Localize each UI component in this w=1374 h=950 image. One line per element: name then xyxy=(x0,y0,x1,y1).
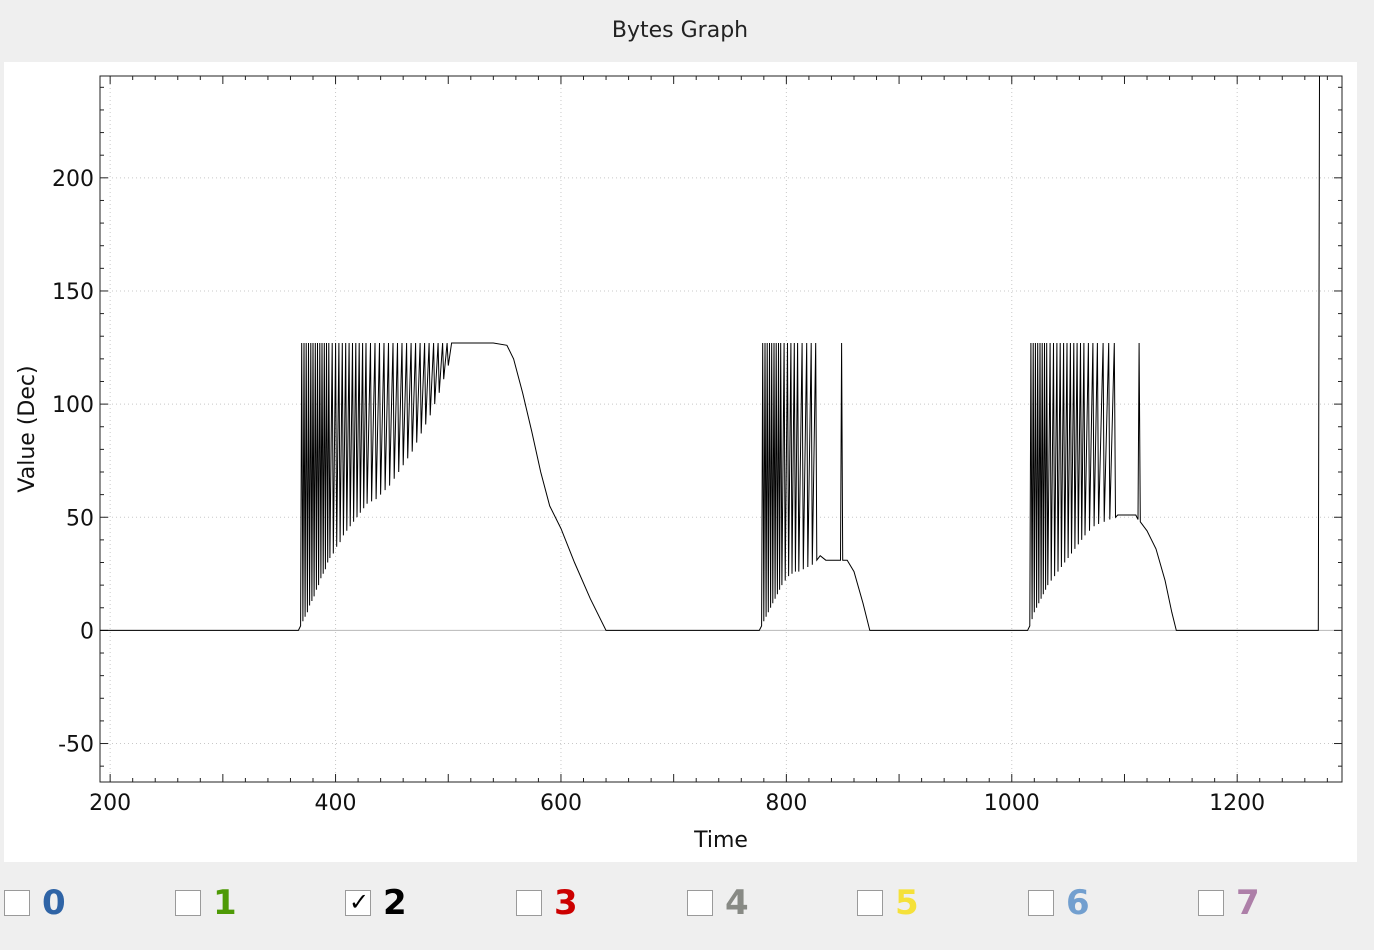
channel-1-checkbox[interactable] xyxy=(175,890,201,916)
channel-4-label[interactable]: 4 xyxy=(725,883,749,923)
channel-0-checkbox[interactable] xyxy=(4,890,30,916)
bytes-line-chart: 200 400 600 800 1000 1200 -50 0 50 100 150 200 Time V… xyxy=(15,75,1343,853)
x-tick-label: 800 xyxy=(765,791,807,816)
plot-frame xyxy=(99,75,1343,783)
channel-4-toggle[interactable]: 4 xyxy=(687,883,749,923)
y-tick-label: 100 xyxy=(52,393,94,418)
channel-6-toggle[interactable]: 6 xyxy=(1028,883,1090,923)
channel-1-toggle[interactable]: 1 xyxy=(175,883,237,923)
channel-0-toggle[interactable]: 0 xyxy=(4,883,66,923)
y-axis-label: Value (Dec) xyxy=(15,365,40,492)
x-tick-label: 400 xyxy=(315,791,357,816)
channel-6-label[interactable]: 6 xyxy=(1066,883,1090,923)
x-tick-label: 1000 xyxy=(984,791,1040,816)
channel-2-checkbox[interactable] xyxy=(345,888,371,916)
channel-7-label[interactable]: 7 xyxy=(1236,883,1260,923)
y-tick-label: -50 xyxy=(58,733,94,758)
channel-3-checkbox[interactable] xyxy=(516,890,542,916)
y-tick-label: 200 xyxy=(52,167,94,192)
channel-5-toggle[interactable]: 5 xyxy=(857,883,919,923)
channel-3-toggle[interactable]: 3 xyxy=(516,883,578,923)
plot-panel: 200 400 600 800 1000 1200 -50 0 50 100 150 200 Time V… xyxy=(4,62,1357,862)
x-tick-label: 1200 xyxy=(1209,791,1265,816)
graph-title: Bytes Graph xyxy=(611,18,749,43)
channel-7-checkbox[interactable] xyxy=(1198,890,1224,916)
channel-3-label[interactable]: 3 xyxy=(554,883,578,923)
x-tick-label: 200 xyxy=(89,791,131,816)
channel-6-checkbox[interactable] xyxy=(1028,890,1054,916)
y-tick-label: 0 xyxy=(80,619,94,644)
y-tick-label: 150 xyxy=(52,280,94,305)
y-tick-label: 50 xyxy=(66,506,94,531)
channel-5-label[interactable]: 5 xyxy=(895,883,919,923)
channel-7-toggle[interactable]: 7 xyxy=(1198,883,1260,923)
series-line-channel-2 xyxy=(100,76,1320,631)
channel-5-checkbox[interactable] xyxy=(857,890,883,916)
channel-1-label[interactable]: 1 xyxy=(213,883,237,923)
channel-0-label[interactable]: 0 xyxy=(42,883,66,923)
channel-2-label[interactable]: 2 xyxy=(383,883,407,923)
x-tick-label: 600 xyxy=(540,791,582,816)
channel-4-checkbox[interactable] xyxy=(687,890,713,916)
channel-2-toggle[interactable]: 2 xyxy=(345,883,407,923)
x-axis-label: Time xyxy=(693,828,748,853)
